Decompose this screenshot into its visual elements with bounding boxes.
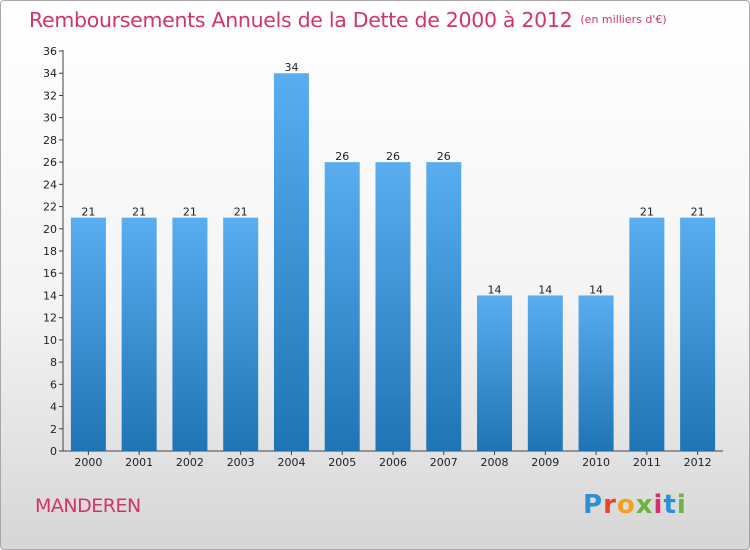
bar [273,73,309,451]
x-tick-label: 2012 [684,456,712,469]
x-tick-label: 2011 [633,456,661,469]
logo-letter: P [583,490,604,520]
bar [578,295,614,451]
bar [121,217,157,451]
bar-value-label: 21 [81,206,95,219]
y-tick-label: 20 [43,223,57,236]
bar-value-label: 21 [183,206,197,219]
logo-letter: i [653,490,664,520]
y-tick-label: 16 [43,267,57,280]
logo-letter: t [663,490,677,520]
bar-value-label: 21 [691,206,705,219]
bar [426,162,462,451]
x-tick-label: 2009 [531,456,559,469]
y-tick-label: 22 [43,201,57,214]
y-tick-label: 12 [43,312,57,325]
bar-value-label: 14 [488,283,502,296]
y-tick-label: 28 [43,134,57,147]
y-tick-label: 34 [43,67,57,80]
x-tick-label: 2008 [481,456,509,469]
y-tick-label: 10 [43,334,57,347]
y-tick-label: 6 [50,378,57,391]
y-tick-label: 14 [43,289,57,302]
x-tick-label: 2004 [277,456,305,469]
bar [680,217,716,451]
logo-letter: i [676,490,687,520]
bar [375,162,411,451]
x-tick-label: 2002 [176,456,204,469]
bar [223,217,259,451]
x-tick-label: 2005 [328,456,356,469]
bar-value-label: 26 [437,150,451,163]
proxiti-logo: Proxiti [583,490,687,520]
x-tick-label: 2010 [582,456,610,469]
bar [172,217,208,451]
y-tick-label: 36 [43,45,57,58]
bar-value-label: 14 [589,283,603,296]
bar [477,295,513,451]
y-tick-label: 18 [43,245,57,258]
logo-letter: x [635,490,654,520]
x-tick-label: 2007 [430,456,458,469]
bar-value-label: 21 [640,206,654,219]
y-tick-label: 4 [50,401,57,414]
y-tick-label: 30 [43,112,57,125]
bar-value-label: 21 [234,206,248,219]
bar [629,217,665,451]
y-tick-label: 32 [43,89,57,102]
bar [70,217,106,451]
bar-value-label: 14 [538,283,552,296]
bar-value-label: 26 [386,150,400,163]
bar-value-label: 34 [284,61,298,74]
x-tick-label: 2001 [125,456,153,469]
commune-name: MANDEREN [35,495,141,517]
logo-letter: o [616,490,636,520]
bar [527,295,563,451]
y-tick-label: 8 [50,356,57,369]
chart-unit: (en milliers d'€) [580,13,667,26]
chart-title-text: Remboursements Annuels de la Dette de 20… [29,8,573,32]
chart-title: Remboursements Annuels de la Dette de 20… [29,8,667,32]
x-tick-label: 2000 [74,456,102,469]
bar [324,162,360,451]
y-tick-label: 26 [43,156,57,169]
bar-value-label: 26 [335,150,349,163]
y-tick-label: 0 [50,445,57,458]
logo-letter: r [603,490,617,520]
x-tick-label: 2003 [227,456,255,469]
y-tick-label: 2 [50,423,57,436]
x-tick-label: 2006 [379,456,407,469]
y-tick-label: 24 [43,178,57,191]
bar-value-label: 21 [132,206,146,219]
